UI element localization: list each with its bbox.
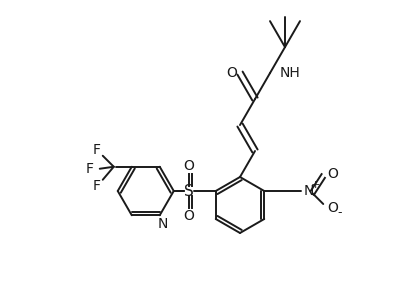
Text: O: O	[327, 167, 338, 181]
Text: +: +	[310, 180, 320, 190]
Text: -: -	[337, 206, 341, 220]
Text: O: O	[226, 66, 238, 80]
Text: O: O	[327, 201, 338, 215]
Text: O: O	[183, 159, 194, 173]
Text: S: S	[184, 183, 193, 198]
Text: O: O	[183, 209, 194, 223]
Text: F: F	[93, 143, 101, 157]
Text: F: F	[93, 179, 101, 193]
Text: F: F	[86, 162, 94, 176]
Text: N: N	[304, 184, 314, 198]
Text: N: N	[158, 217, 168, 231]
Text: NH: NH	[280, 66, 301, 80]
